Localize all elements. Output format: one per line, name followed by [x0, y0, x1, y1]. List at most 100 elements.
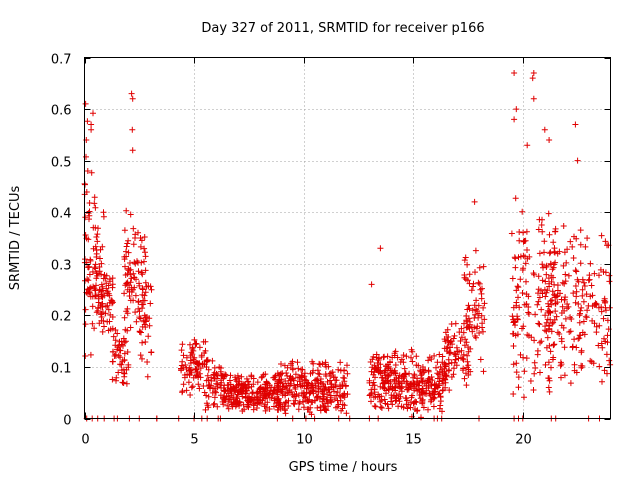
data-point — [578, 304, 585, 311]
data-point — [419, 370, 425, 377]
data-point — [371, 389, 378, 396]
data-point — [213, 389, 219, 396]
data-point — [446, 349, 453, 356]
data-point — [89, 320, 96, 327]
data-point — [515, 384, 522, 391]
data-point — [600, 315, 607, 322]
data-point — [598, 308, 605, 315]
data-point — [511, 116, 518, 123]
data-point — [446, 387, 453, 394]
data-point — [281, 362, 288, 369]
data-point — [439, 377, 445, 384]
data-point — [142, 289, 149, 296]
data-point — [476, 310, 482, 317]
data-point — [604, 332, 611, 339]
data-point — [519, 325, 525, 332]
data-point — [85, 264, 92, 271]
data-point — [513, 106, 520, 113]
data-point — [136, 308, 143, 315]
data-point — [511, 70, 518, 76]
data-point — [128, 275, 135, 282]
data-point — [125, 249, 132, 256]
data-point — [216, 364, 223, 371]
data-point — [453, 362, 460, 369]
data-point — [582, 243, 589, 250]
data-point — [458, 325, 465, 332]
data-point — [94, 238, 101, 245]
data-point — [603, 351, 610, 358]
data-point — [132, 231, 139, 238]
data-point — [463, 324, 470, 331]
data-point — [372, 374, 378, 381]
data-point — [407, 404, 414, 411]
data-point — [431, 352, 438, 359]
data-point — [254, 379, 261, 386]
data-point — [181, 372, 188, 378]
data-point — [337, 359, 344, 366]
plot-frame — [84, 57, 611, 419]
data-point — [179, 341, 186, 348]
data-point — [527, 378, 534, 384]
data-point — [138, 301, 145, 308]
data-point — [469, 307, 476, 314]
data-point — [102, 275, 109, 282]
data-point — [316, 360, 323, 367]
data-point — [123, 366, 130, 373]
data-point — [308, 380, 315, 387]
data-point — [546, 231, 553, 238]
data-point — [323, 407, 330, 414]
data-point — [573, 288, 580, 295]
data-point — [101, 323, 107, 330]
data-point — [409, 358, 416, 365]
data-point — [116, 342, 122, 349]
data-point — [478, 290, 485, 297]
data-point — [481, 316, 488, 323]
data-point — [525, 304, 532, 310]
data-point — [604, 370, 610, 377]
data-point — [472, 311, 479, 318]
data-point — [515, 294, 521, 301]
data-point — [440, 380, 446, 387]
data-point — [121, 290, 128, 297]
data-point — [590, 360, 597, 367]
data-point — [220, 395, 226, 402]
data-point — [561, 296, 568, 303]
data-point — [534, 301, 541, 308]
data-point — [109, 376, 116, 383]
data-point — [242, 388, 248, 395]
data-point — [137, 243, 144, 250]
data-point — [124, 310, 131, 317]
data-point — [531, 359, 538, 366]
data-point — [222, 371, 229, 378]
data-point — [466, 318, 473, 325]
data-point — [552, 228, 559, 235]
data-point — [266, 390, 273, 397]
data-point — [377, 368, 384, 375]
data-point — [523, 355, 530, 362]
data-point — [464, 352, 471, 359]
data-point — [82, 306, 89, 313]
data-point — [379, 374, 386, 381]
data-point — [571, 361, 578, 368]
data-point — [91, 194, 98, 201]
data-point — [536, 250, 543, 257]
data-point — [103, 272, 110, 279]
data-point — [125, 237, 132, 244]
data-point — [411, 372, 418, 379]
data-point — [141, 234, 148, 240]
data-point — [187, 392, 194, 398]
data-point — [521, 394, 527, 401]
data-point — [233, 384, 240, 391]
data-point — [245, 401, 252, 408]
data-point — [92, 204, 99, 211]
data-point — [473, 325, 480, 332]
data-point — [591, 320, 598, 327]
data-point — [300, 404, 307, 411]
data-point — [97, 246, 104, 253]
data-point — [144, 359, 151, 365]
data-point — [578, 362, 585, 369]
data-point — [84, 118, 91, 125]
data-point — [523, 278, 529, 285]
data-point — [567, 380, 574, 387]
data-point — [329, 369, 336, 376]
